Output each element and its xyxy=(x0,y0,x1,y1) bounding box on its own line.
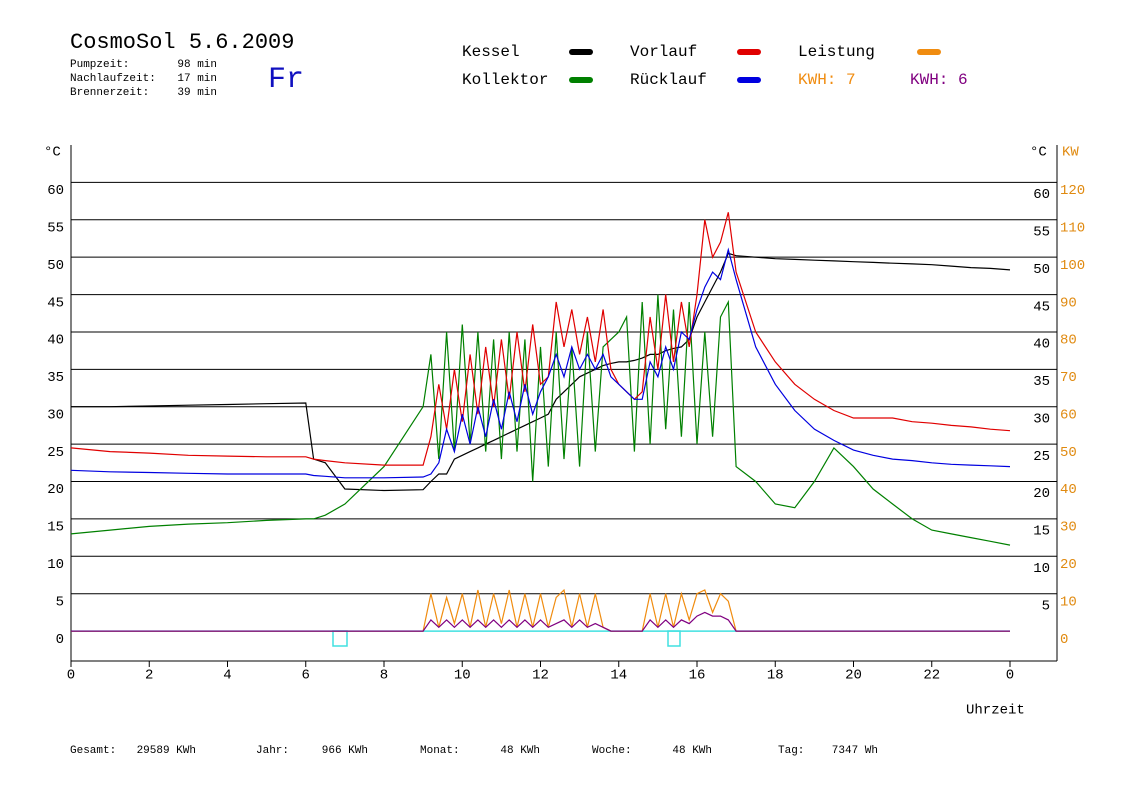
legend-label: Kessel xyxy=(462,43,520,61)
y2-tick-label: 80 xyxy=(1060,333,1077,349)
y2-tick-label: 70 xyxy=(1060,370,1077,386)
y-tick-label: 30 xyxy=(47,407,64,423)
x-axis-label: Uhrzeit xyxy=(966,703,1025,719)
x-tick-label: 12 xyxy=(532,668,549,684)
info-value: 39 min xyxy=(177,87,217,99)
legend-label: Kollektor xyxy=(462,71,548,89)
y2-tick-label: 50 xyxy=(1060,445,1077,461)
right-y-tick-label: 35 xyxy=(1033,374,1050,390)
right-y-tick-label: 30 xyxy=(1033,411,1050,427)
legend-label: Rücklauf xyxy=(630,71,707,89)
x-tick-label: 4 xyxy=(223,668,231,684)
info-value: 98 min xyxy=(177,59,217,71)
right-y-tick-label: 45 xyxy=(1033,299,1050,315)
x-tick-label: 8 xyxy=(380,668,388,684)
y-tick-label: 50 xyxy=(47,258,64,274)
event-marker xyxy=(332,630,348,647)
right-y-tick-label: 10 xyxy=(1033,561,1050,577)
y2-tick-label: 90 xyxy=(1060,295,1077,311)
y-tick-label: 25 xyxy=(47,445,64,461)
series-line xyxy=(70,294,1011,546)
legend-label: Vorlauf xyxy=(630,43,697,61)
chart-title: CosmoSol 5.6.2009 xyxy=(70,30,294,55)
x-tick-label: 16 xyxy=(689,668,706,684)
right-y-tick-label: 55 xyxy=(1033,224,1050,240)
footer-value: 48 KWh xyxy=(672,745,712,757)
legend-label: Leistung xyxy=(798,43,875,61)
series-line xyxy=(71,588,1010,632)
x-tick-label: 18 xyxy=(767,668,784,684)
footer-value: 29589 KWh xyxy=(137,745,196,757)
y-tick-label: 55 xyxy=(47,220,64,236)
footer-value: 7347 Wh xyxy=(832,745,878,757)
y2-tick-label: 60 xyxy=(1060,407,1077,423)
legend-kwh: KWH: 6 xyxy=(910,71,968,89)
footer-label: Tag: xyxy=(778,745,804,757)
y-tick-label: 35 xyxy=(47,370,64,386)
series-line xyxy=(70,212,1011,466)
y2-tick-label: 30 xyxy=(1060,520,1077,536)
x-tick-label: 0 xyxy=(67,668,75,684)
y2-tick-label: 10 xyxy=(1060,594,1077,610)
y2-tick-label: 40 xyxy=(1060,482,1077,498)
series-line xyxy=(71,252,1011,492)
footer-label: Woche: xyxy=(592,745,632,757)
right-y-tick-label: 15 xyxy=(1033,524,1050,540)
right-y-axis-unit: °C xyxy=(1030,145,1047,161)
x-tick-label: 14 xyxy=(610,668,627,684)
y2-tick-label: 110 xyxy=(1060,220,1085,236)
y-tick-label: 45 xyxy=(47,295,64,311)
right-y-tick-label: 25 xyxy=(1033,449,1050,465)
footer-value: 966 KWh xyxy=(322,745,368,757)
footer-label: Gesamt: xyxy=(70,745,116,757)
info-label: Pumpzeit: xyxy=(70,59,129,71)
y-tick-label: 40 xyxy=(47,333,64,349)
y2-axis-unit: KW xyxy=(1062,145,1079,161)
right-y-tick-label: 5 xyxy=(1042,598,1050,614)
y-tick-label: 0 xyxy=(56,632,64,648)
footer-value: 48 KWh xyxy=(500,745,540,757)
right-y-tick-label: 20 xyxy=(1033,486,1050,502)
x-tick-label: 10 xyxy=(454,668,471,684)
info-value: 17 min xyxy=(177,73,217,85)
right-y-tick-label: 60 xyxy=(1033,187,1050,203)
legend-kwh: KWH: 7 xyxy=(798,71,856,89)
x-tick-label: 0 xyxy=(1006,668,1014,684)
y-tick-label: 5 xyxy=(56,594,64,610)
y2-tick-label: 20 xyxy=(1060,557,1077,573)
weekday: Fr xyxy=(268,63,304,97)
info-label: Nachlaufzeit: xyxy=(70,73,156,85)
y-tick-label: 60 xyxy=(47,183,64,199)
y2-tick-label: 120 xyxy=(1060,183,1085,199)
y-tick-label: 15 xyxy=(47,520,64,536)
series-line xyxy=(71,611,1010,632)
series-line xyxy=(70,247,1011,479)
y-tick-label: 20 xyxy=(47,482,64,498)
x-tick-label: 20 xyxy=(845,668,862,684)
right-y-tick-label: 40 xyxy=(1033,337,1050,353)
info-label: Brennerzeit: xyxy=(70,87,149,99)
y-axis-unit: °C xyxy=(44,145,61,161)
y-tick-label: 10 xyxy=(47,557,64,573)
y2-tick-label: 0 xyxy=(1060,632,1068,648)
footer-label: Jahr: xyxy=(256,745,289,757)
right-y-tick-label: 50 xyxy=(1033,262,1050,278)
x-tick-label: 6 xyxy=(302,668,310,684)
footer-label: Monat: xyxy=(420,745,460,757)
y2-tick-label: 100 xyxy=(1060,258,1085,274)
x-tick-label: 2 xyxy=(145,668,153,684)
event-marker xyxy=(667,630,681,647)
x-tick-label: 22 xyxy=(923,668,940,684)
